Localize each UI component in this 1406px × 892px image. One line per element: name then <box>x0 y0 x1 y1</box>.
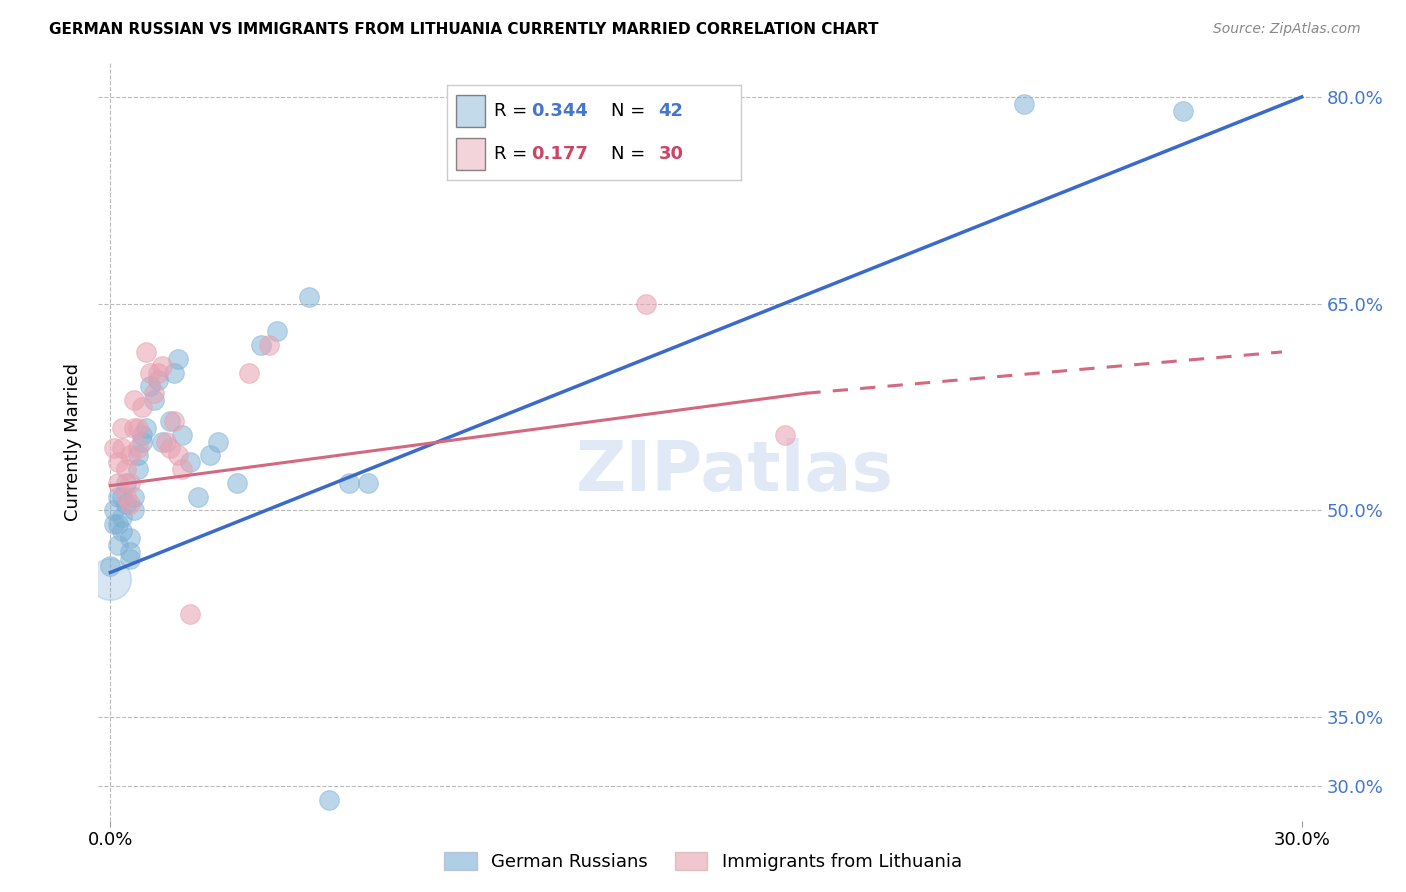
Point <box>111 510 134 524</box>
Point <box>115 475 138 490</box>
Point <box>266 324 288 338</box>
Point <box>127 442 149 456</box>
Point <box>170 462 193 476</box>
Point <box>127 448 149 462</box>
Point <box>337 475 360 490</box>
Point <box>103 503 125 517</box>
Point <box>107 538 129 552</box>
Point <box>143 393 166 408</box>
Point <box>775 427 797 442</box>
Point <box>111 490 134 504</box>
Point <box>318 793 340 807</box>
Point <box>111 442 134 456</box>
Point <box>120 531 142 545</box>
Point <box>122 421 145 435</box>
Point <box>179 455 201 469</box>
Point <box>179 607 201 621</box>
Text: GERMAN RUSSIAN VS IMMIGRANTS FROM LITHUANIA CURRENTLY MARRIED CORRELATION CHART: GERMAN RUSSIAN VS IMMIGRANTS FROM LITHUA… <box>49 22 879 37</box>
Point <box>98 573 121 587</box>
Text: Source: ZipAtlas.com: Source: ZipAtlas.com <box>1213 22 1361 37</box>
Point <box>127 421 149 435</box>
Point <box>207 434 229 449</box>
Point <box>150 434 173 449</box>
Point <box>163 366 186 380</box>
Point <box>122 490 145 504</box>
Point <box>120 551 142 566</box>
Point <box>257 338 280 352</box>
Point <box>139 366 162 380</box>
Point <box>107 490 129 504</box>
Point <box>111 421 134 435</box>
Point <box>122 393 145 408</box>
Point <box>170 427 193 442</box>
Point <box>135 345 157 359</box>
Point <box>143 386 166 401</box>
Point <box>115 462 138 476</box>
Point <box>150 359 173 373</box>
Legend: German Russians, Immigrants from Lithuania: German Russians, Immigrants from Lithuan… <box>437 845 969 879</box>
Point <box>159 442 181 456</box>
Point <box>120 475 142 490</box>
Point <box>198 448 221 462</box>
Point <box>166 448 188 462</box>
Point <box>120 448 142 462</box>
Point <box>298 290 321 304</box>
Point <box>226 475 249 490</box>
Point <box>120 545 142 559</box>
Point <box>131 400 153 414</box>
Point <box>155 434 177 449</box>
Y-axis label: Currently Married: Currently Married <box>65 362 83 521</box>
Point <box>357 475 380 490</box>
Point <box>107 517 129 532</box>
Point <box>107 455 129 469</box>
Point <box>139 379 162 393</box>
Point <box>636 296 658 310</box>
Point <box>122 503 145 517</box>
Point <box>120 497 142 511</box>
Point <box>159 414 181 428</box>
Text: ZIPatlas: ZIPatlas <box>575 438 893 506</box>
Point <box>166 351 188 366</box>
Point <box>115 497 138 511</box>
Point <box>187 490 209 504</box>
Point <box>107 475 129 490</box>
Point <box>115 490 138 504</box>
Point <box>250 338 273 352</box>
Point <box>98 558 121 573</box>
Point <box>135 421 157 435</box>
Point <box>146 366 169 380</box>
Point <box>131 434 153 449</box>
Point <box>146 372 169 386</box>
Point <box>163 414 186 428</box>
Point <box>103 517 125 532</box>
Point <box>111 524 134 538</box>
Point <box>1012 96 1035 111</box>
Point <box>103 442 125 456</box>
Point <box>131 427 153 442</box>
Point <box>1171 103 1194 118</box>
Point <box>238 366 260 380</box>
Point <box>127 462 149 476</box>
